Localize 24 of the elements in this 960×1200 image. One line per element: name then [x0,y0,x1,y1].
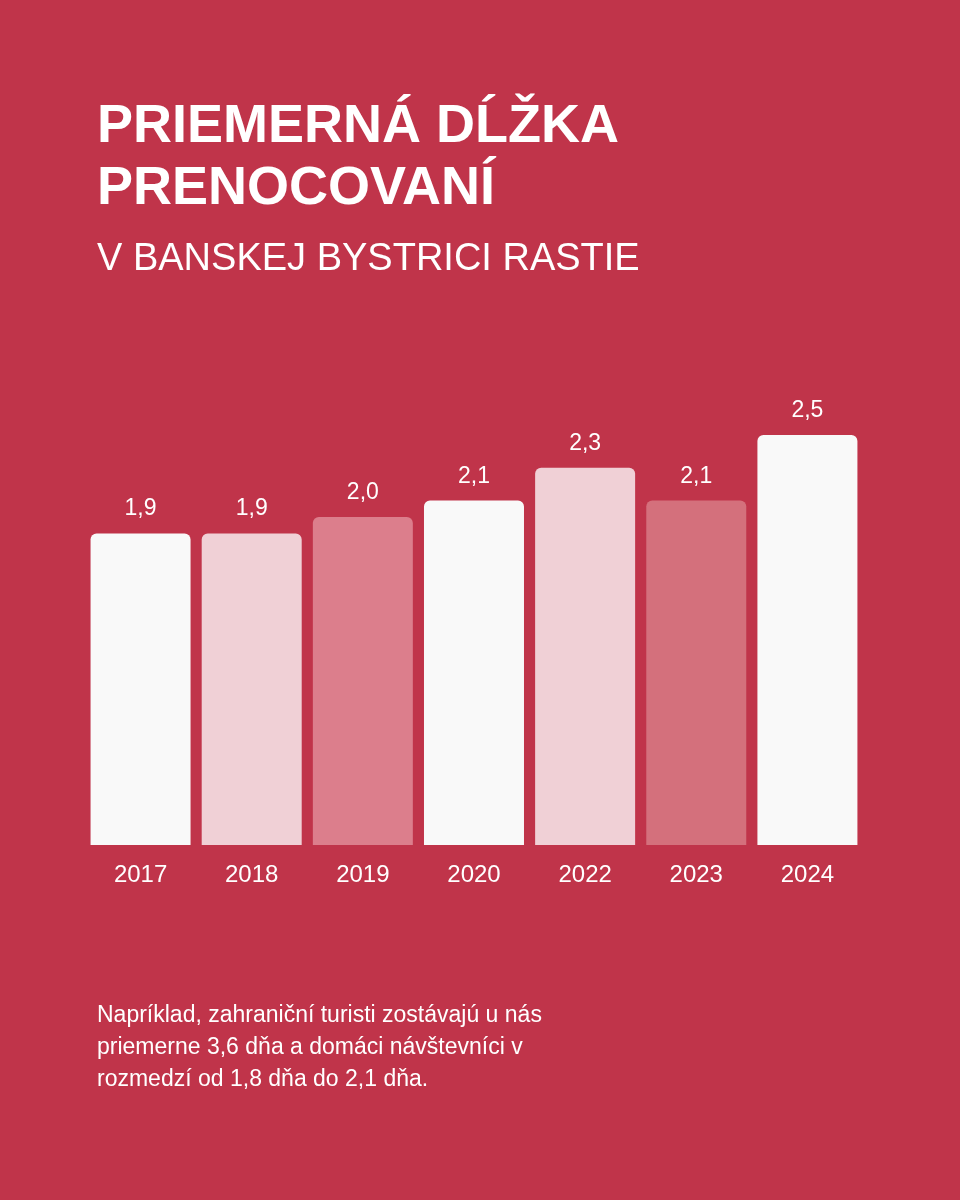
x-tick-label: 2023 [669,860,723,888]
data-label: 2,1 [680,461,713,488]
x-tick-label: 2017 [113,860,168,888]
chart-subtitle: V BANSKEJ BYSTRICI RASTIE [97,236,640,279]
data-label: 2,1 [457,461,490,488]
bar [535,467,636,845]
chart-title: PRIEMERNÁ DĹŽKA PRENOCOVANÍ [97,92,619,216]
x-tick-label: 2018 [225,860,279,888]
bar [90,533,191,845]
bar [201,533,302,845]
bar [423,500,524,845]
data-label: 2,5 [791,396,824,422]
x-tick-label: 2024 [780,860,835,888]
bar [312,517,413,845]
x-tick-label: 2020 [447,860,501,888]
x-tick-label: 2022 [558,860,612,888]
text: Napríklad, zahraniční turisti zostávajú u nás priemerne 3,6 dňa a domáci návštevníci v rozmedzí od 1,8 dňa do 2,1 dňa. [97,1000,543,1093]
bar [757,435,858,845]
data-label: 2,3 [569,428,602,455]
data-label: 1,9 [235,494,268,521]
bar [646,500,747,845]
x-tick-label: 2019 [336,860,390,888]
data-label: 2,0 [346,478,379,504]
data-label: 1,9 [124,494,157,521]
